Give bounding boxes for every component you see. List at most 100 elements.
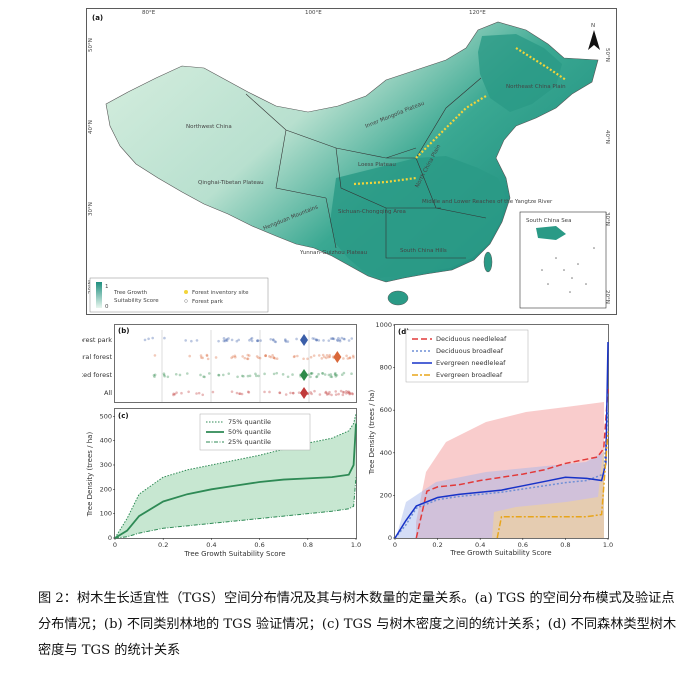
strip-dot xyxy=(350,372,353,376)
strip-dot xyxy=(342,357,345,360)
map-legend: 1 0 Tree Growth Suitability Score Forest… xyxy=(89,277,269,313)
median-diamond xyxy=(300,369,309,381)
strip-dot xyxy=(344,392,348,395)
strip-dot xyxy=(323,373,327,376)
strip-dot xyxy=(184,339,187,342)
y-tick-label: 500 xyxy=(100,412,112,420)
strip-dot xyxy=(178,373,182,377)
strip-dot xyxy=(325,393,329,396)
lat-tick-50-left: 50°N xyxy=(88,38,94,52)
strip-dot xyxy=(241,355,244,358)
panel-d: (d) 0 0.2 0.4 0.6 0.8 1.0 0 200 400 600 800 1000 Tr… xyxy=(368,322,613,557)
strip-dot xyxy=(259,339,262,342)
strip-dot xyxy=(211,390,215,394)
strip-dot xyxy=(291,391,295,395)
strip-dot xyxy=(217,373,220,377)
x-tick-label: 0.8 xyxy=(560,541,570,549)
strip-dot xyxy=(230,390,234,393)
strip-dot xyxy=(317,339,321,342)
strip-dot xyxy=(175,391,178,394)
strip-dot xyxy=(240,392,244,396)
x-tick-label: 1.0 xyxy=(603,541,613,549)
strip-dot xyxy=(343,337,346,341)
strip-dot xyxy=(340,336,344,340)
northeast-forest-zone xyxy=(478,34,562,112)
strip-dot xyxy=(271,354,274,357)
panel-c-label: (c) xyxy=(118,412,129,420)
hainan-island xyxy=(387,290,409,306)
strip-dot xyxy=(243,356,247,360)
legend-50: 50% quantile xyxy=(228,428,271,436)
y-tick-label: 600 xyxy=(380,406,392,414)
strip-dot xyxy=(284,338,287,341)
strip-dot xyxy=(311,337,315,340)
strip-dot xyxy=(313,389,316,393)
strip-dot xyxy=(289,391,292,395)
strip-dot xyxy=(317,354,321,357)
strip-dot xyxy=(235,339,239,343)
row-label-forest-park: Forest park xyxy=(82,336,112,344)
inset-label: South China Sea xyxy=(526,218,571,224)
panel-d-plot xyxy=(394,342,609,539)
strip-dot xyxy=(324,391,327,395)
legend-title-2: Suitability Score xyxy=(114,298,159,304)
lat-tick-40: 40°N xyxy=(604,130,610,144)
strip-dot xyxy=(307,373,310,377)
series-line xyxy=(114,413,357,539)
strip-dot xyxy=(174,372,178,376)
strip-dot xyxy=(147,337,150,341)
strip-dot xyxy=(264,354,267,358)
strip-dot xyxy=(332,337,336,341)
y-tick-label: 800 xyxy=(380,364,392,372)
strip-dot xyxy=(199,356,203,359)
strip-dot xyxy=(247,354,251,357)
strip-dot xyxy=(163,336,166,340)
strip-dot xyxy=(162,372,166,375)
strip-dot xyxy=(233,354,237,358)
strip-dot xyxy=(286,375,290,379)
region-boundaries xyxy=(245,77,487,259)
strip-dot xyxy=(313,337,316,341)
strip-dot xyxy=(327,392,331,396)
strip-dot xyxy=(254,372,257,376)
strip-dot xyxy=(335,373,339,377)
lon-tick-120: 120°E xyxy=(469,10,486,16)
strip-dot xyxy=(201,393,205,397)
strip-dot xyxy=(231,355,235,358)
x-tick-label: 0.4 xyxy=(206,541,216,549)
x-tick-label: 0 xyxy=(393,541,397,549)
strip-dot xyxy=(345,354,348,358)
strip-dot xyxy=(329,337,333,340)
strip-dot xyxy=(237,338,241,342)
strip-dot xyxy=(269,337,273,341)
region-qinghai-tibetan: Qinghai-Tibetan Plateau xyxy=(198,180,264,186)
strip-dot xyxy=(185,372,189,375)
lat-tick-20: 20°N xyxy=(604,290,610,304)
strip-dot xyxy=(222,337,226,340)
strip-dot xyxy=(340,373,344,377)
panel-d-label: (d) xyxy=(398,328,409,336)
x-tick-label: 1.0 xyxy=(351,541,361,549)
strip-dot xyxy=(330,375,334,379)
strip-dot xyxy=(338,338,342,342)
y-tick-label: 300 xyxy=(100,461,112,469)
strip-dot xyxy=(284,340,288,343)
strip-dot xyxy=(309,355,313,359)
strip-dot xyxy=(286,340,290,343)
strip-dot xyxy=(187,390,190,394)
strip-dot xyxy=(309,375,312,379)
y-tick-label: 100 xyxy=(100,510,112,518)
panel-c-ticks: 0 0.2 0.4 0.6 0.8 1.0 0 100 200 300 400 500 xyxy=(100,412,362,549)
strip-dot xyxy=(236,375,239,379)
legend-25: 25% quantile xyxy=(228,438,271,446)
strip-dot xyxy=(312,354,316,357)
strip-dot xyxy=(272,356,276,360)
strip-dot xyxy=(309,372,313,375)
strip-dot xyxy=(297,391,301,394)
region-loess-plateau: Loess Plateau xyxy=(358,162,396,168)
strip-dot xyxy=(328,390,331,394)
strip-dot xyxy=(335,338,339,342)
strip-dot xyxy=(327,355,330,359)
strip-dot xyxy=(309,391,312,394)
north-label: N xyxy=(591,23,595,29)
